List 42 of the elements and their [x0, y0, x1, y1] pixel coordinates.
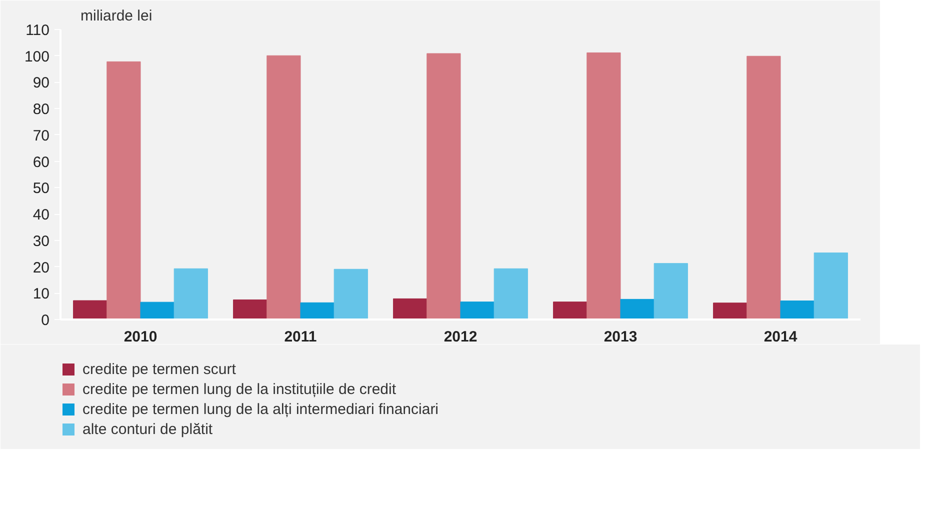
bar	[426, 53, 461, 320]
x-tick-label: 2010	[124, 328, 158, 346]
bar	[73, 300, 108, 320]
x-tick-label: 2014	[764, 328, 798, 346]
bar	[780, 300, 814, 320]
legend-label: credite pe termen scurt	[82, 361, 237, 378]
x-tick-label: 2011	[284, 328, 317, 346]
bar	[334, 268, 368, 320]
bar	[814, 252, 848, 320]
bar	[746, 56, 781, 320]
y-tick-label: 90	[32, 74, 50, 92]
bar	[393, 298, 428, 320]
y-tick-label: 30	[32, 232, 50, 250]
bar	[586, 52, 621, 320]
bar	[620, 298, 654, 320]
legend-label: credite pe termen lung de la alți intermediari financiari	[82, 401, 439, 418]
y-tick-label: 0	[41, 312, 50, 329]
x-tick-label: 2013	[604, 328, 638, 346]
bar	[494, 268, 528, 320]
bar	[140, 302, 174, 320]
bar	[266, 55, 301, 320]
y-tick-label: 50	[32, 180, 50, 198]
y-tick-label: 10	[32, 286, 50, 303]
bar	[300, 302, 334, 320]
y-tick-label: 40	[32, 206, 50, 224]
bar	[654, 263, 688, 320]
y-tick-label: 70	[32, 127, 50, 144]
legend-label: credite pe termen lung de la instituțiile de credit	[82, 381, 397, 398]
y-axis-title: miliarde lei	[80, 8, 152, 24]
bar	[233, 299, 268, 320]
legend-label: alte conturi de plătit	[82, 421, 214, 438]
y-tick-label: 80	[32, 101, 50, 118]
y-tick-label: 60	[32, 154, 50, 171]
bar	[174, 268, 208, 320]
bar	[460, 302, 494, 320]
y-tick-label: 20	[32, 259, 50, 276]
bar	[713, 302, 748, 320]
y-tick-label: 100	[24, 48, 50, 66]
bar	[553, 302, 588, 320]
x-tick-label: 2012	[444, 328, 478, 346]
bar	[106, 61, 141, 320]
y-tick-label: 110	[26, 22, 50, 39]
